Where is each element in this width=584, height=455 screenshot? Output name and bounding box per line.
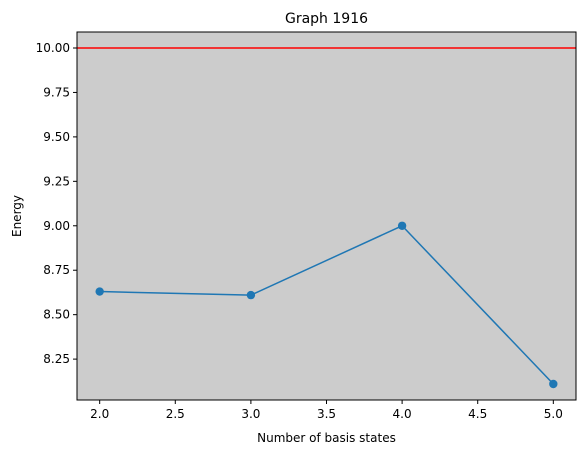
data-point — [397, 221, 407, 230]
x-tick-label: 2.0 — [90, 407, 109, 421]
y-axis: 8.25 8.50 8.75 9.00 9.25 9.50 9.75 10.00 — [36, 41, 77, 366]
data-point — [95, 287, 104, 296]
y-axis-title: Energy — [10, 195, 24, 237]
y-tick-label: 9.50 — [43, 130, 70, 144]
y-tick-label: 9.75 — [43, 85, 70, 99]
x-tick-label: 4.5 — [468, 407, 487, 421]
x-tick-label: 4.0 — [393, 407, 412, 421]
chart-title: Graph 1916 — [285, 11, 368, 27]
y-tick-label: 8.75 — [43, 263, 70, 277]
x-tick-label: 2.5 — [166, 407, 185, 421]
y-tick-label: 10.00 — [36, 41, 70, 55]
series-layer — [95, 221, 558, 389]
plot-area — [77, 32, 576, 400]
series-line — [99, 224, 554, 385]
x-tick-label: 3.0 — [241, 407, 260, 421]
y-tick-label: 8.25 — [43, 352, 70, 366]
y-tick-label: 9.25 — [43, 174, 70, 188]
x-axis-title: Number of basis states — [257, 431, 396, 445]
y-tick-label: 8.50 — [43, 308, 70, 322]
x-tick-label: 5.0 — [544, 407, 563, 421]
y-tick-label: 9.00 — [43, 219, 70, 233]
x-axis: 2.0 2.5 3.0 3.5 4.0 4.5 5.0 — [90, 400, 563, 421]
data-point — [246, 290, 256, 300]
data-point — [549, 379, 558, 389]
x-tick-label: 3.5 — [317, 407, 336, 421]
